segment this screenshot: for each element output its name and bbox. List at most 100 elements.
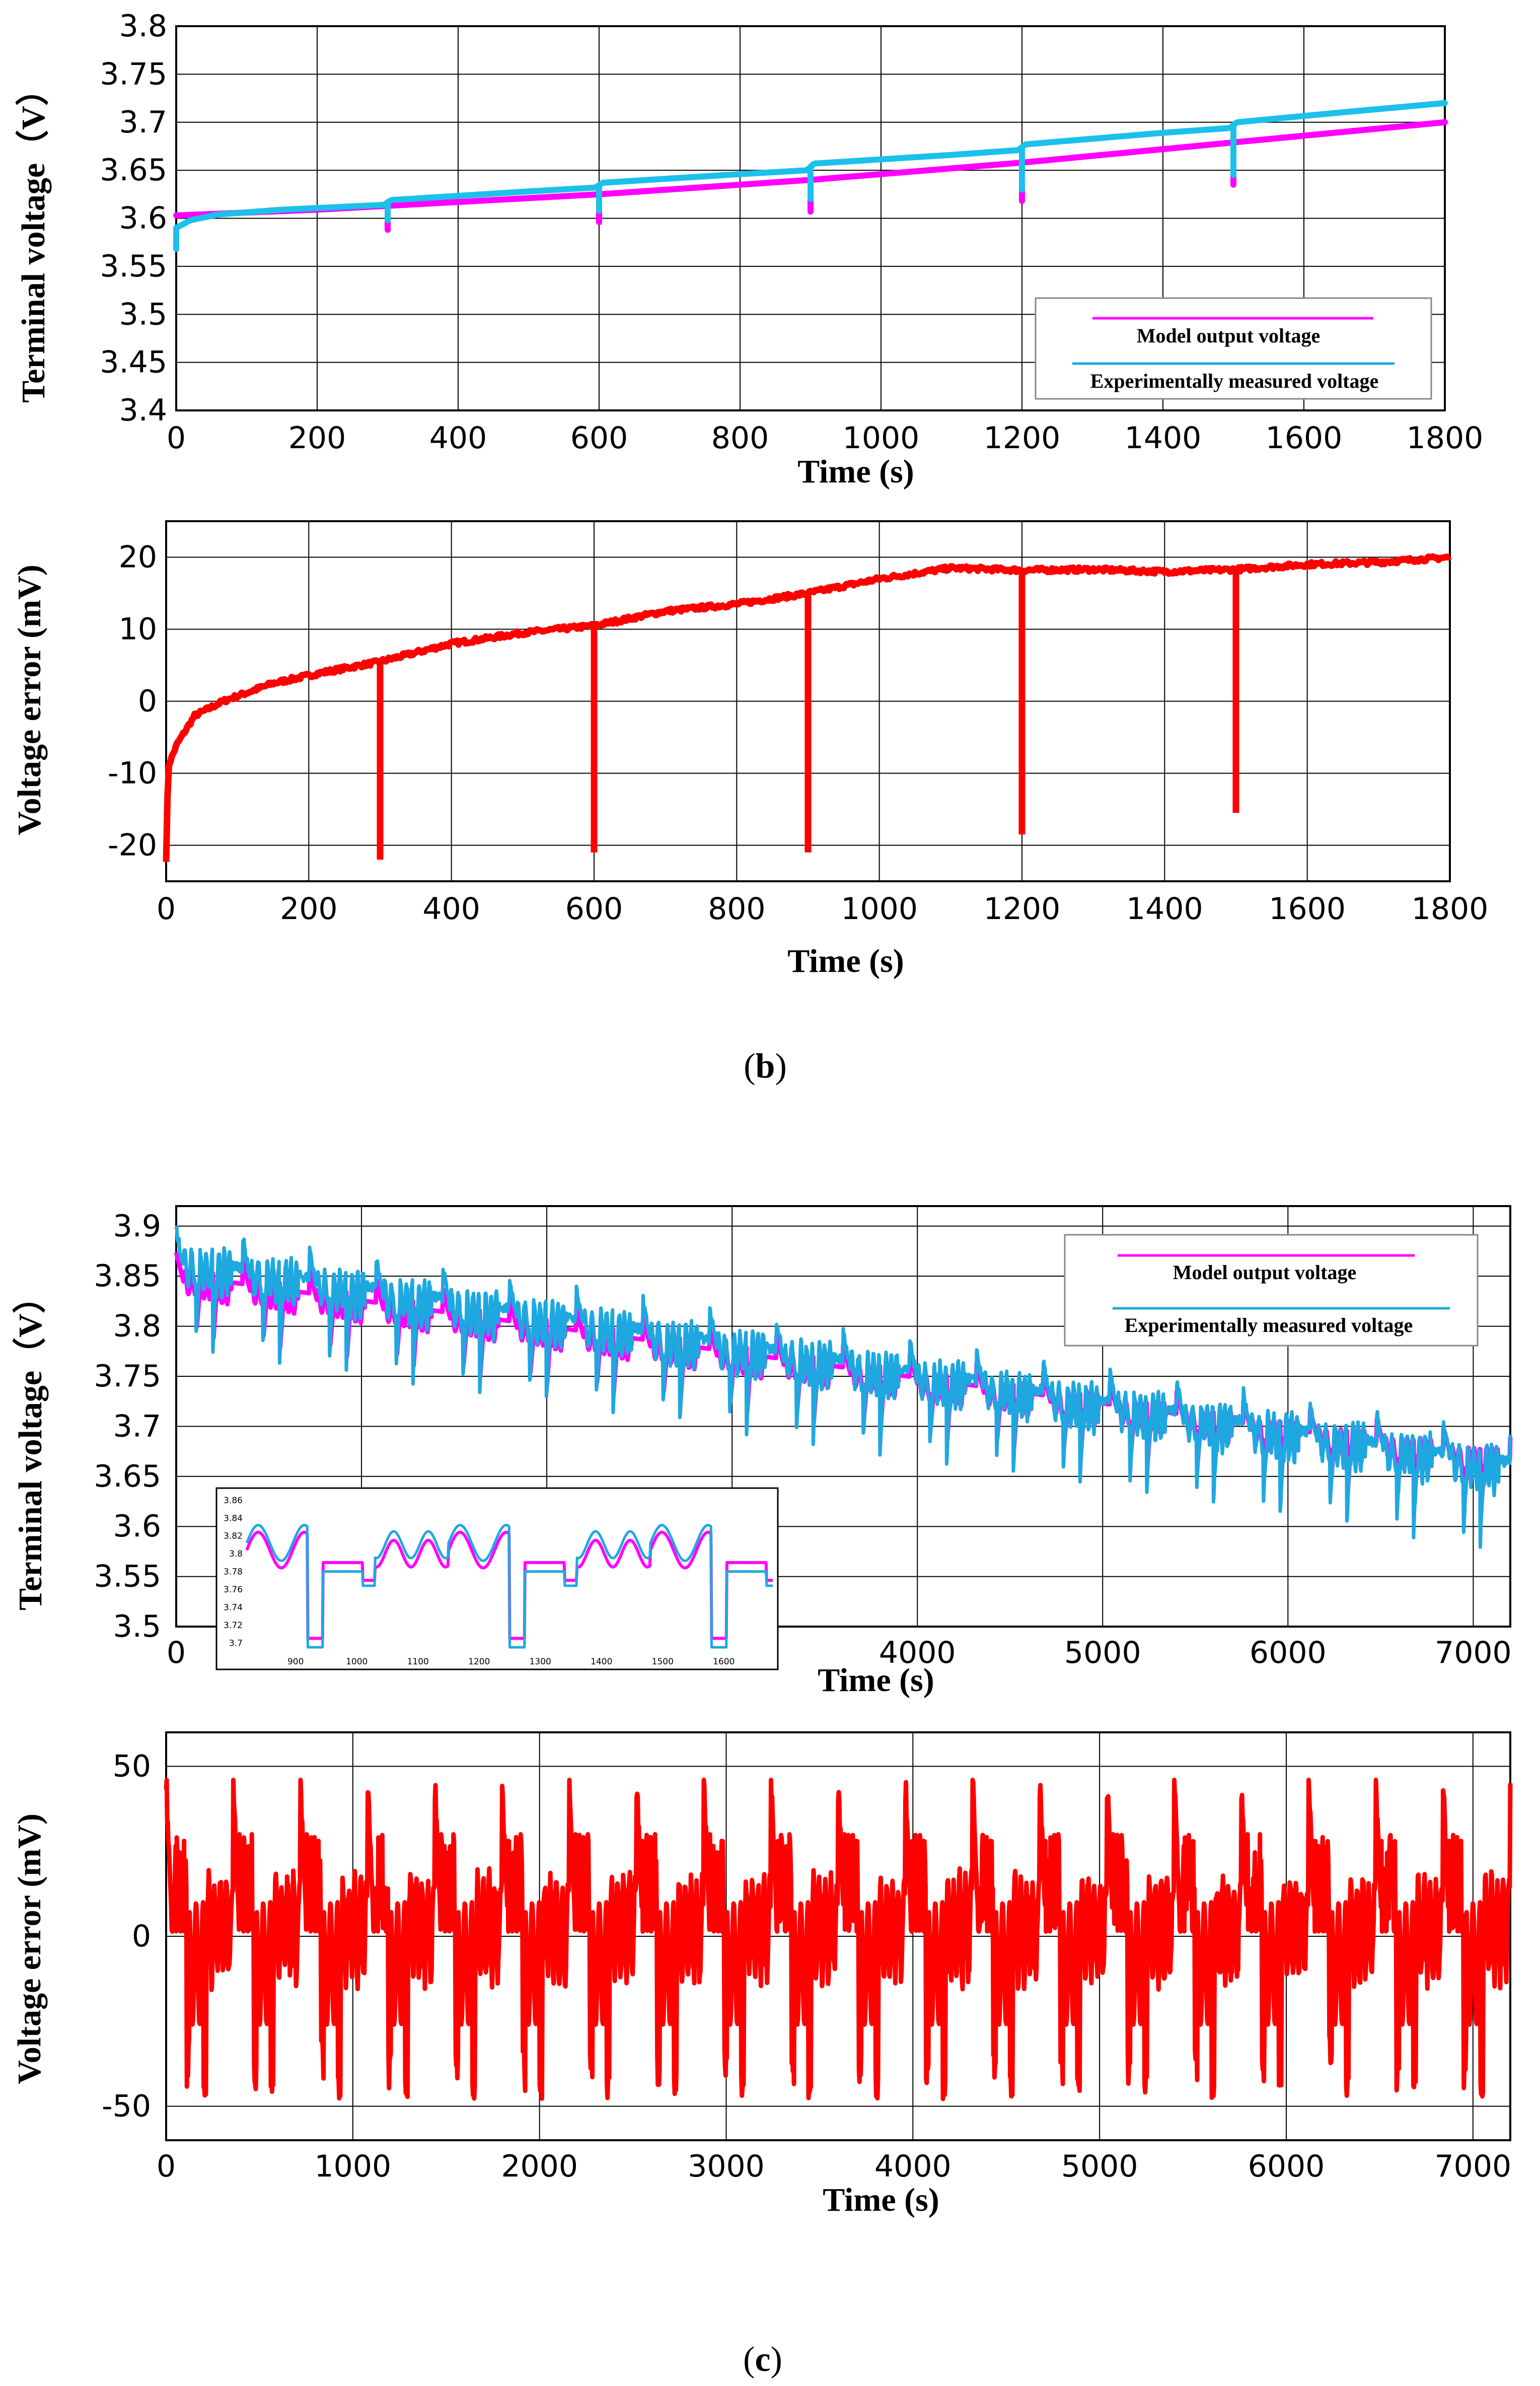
inset-x-tick-label: 1300	[530, 1657, 551, 1667]
y-tick-label: 0	[138, 684, 157, 719]
inset-x-tick-label: 1600	[713, 1657, 735, 1667]
x-tick-label: 7000	[1434, 2149, 1511, 2184]
x-tick-label: 0	[157, 891, 176, 927]
x-tick-label: 6000	[1250, 1635, 1327, 1670]
x-tick-label: 1800	[1412, 891, 1489, 927]
inset-x-tick-label: 1100	[407, 1657, 429, 1667]
legend-label-measured: Experimentally measured voltage	[1125, 1314, 1413, 1337]
x-tick-label: 1400	[1126, 891, 1203, 927]
y-tick-label: 3.7	[119, 105, 167, 140]
y-tick-label: 3.7	[113, 1409, 161, 1444]
caption-b: (b)	[744, 1047, 787, 1086]
y-tick-label: -50	[102, 2089, 151, 2124]
inset-x-tick-label: 1400	[591, 1657, 612, 1667]
series-voltage-error	[164, 1778, 1513, 2101]
x-tick-label: 1800	[1407, 420, 1484, 456]
x-axis-label: Time (s)	[797, 453, 914, 490]
y-tick-label: -10	[108, 756, 157, 791]
y-tick-label: 3.55	[100, 249, 167, 284]
y-tick-label: 0	[132, 1919, 151, 1954]
inset-x-tick-label: 1500	[652, 1657, 674, 1667]
x-tick-label: 1400	[1125, 420, 1202, 456]
y-tick-label: 10	[119, 612, 157, 647]
inset-series-measured	[245, 1524, 774, 1649]
y-axis-label: Voltage error (mV)	[11, 565, 48, 835]
chart-c-terminal-voltage: 0 4000 5000 6000 7000 3.5 3.55 3.6 3.65 3.7 3.75 3.…	[12, 1205, 1513, 1699]
x-tick-label: 0	[167, 1635, 186, 1670]
legend-box	[1064, 1234, 1479, 1347]
y-tick-label: 3.4	[119, 393, 167, 428]
y-axis-label: Voltage error (mV)	[11, 1813, 48, 2084]
x-axis-label: Time (s)	[823, 2182, 939, 2218]
x-tick-label: 400	[429, 420, 487, 456]
legend: Model output voltage Experimentally meas…	[1064, 1234, 1479, 1347]
zoom-inset: 900 1000 1100 1200 1300 1400 1500 1600 3.7 3.72 3.…	[215, 1487, 779, 1670]
inset-y-tick-label: 3.72	[224, 1621, 243, 1631]
x-axis-label: Time (s)	[818, 1662, 934, 1699]
y-axis-label: Terminal voltage（V）	[12, 1280, 49, 1610]
x-tick-label: 1600	[1269, 891, 1346, 927]
inset-y-tick-label: 3.76	[224, 1585, 243, 1595]
inset-y-tick-label: 3.84	[224, 1513, 243, 1523]
inset-frame	[215, 1487, 779, 1670]
legend-box	[1035, 297, 1432, 400]
inset-x-tick-label: 1000	[346, 1657, 368, 1667]
inset-y-tick-label: 3.82	[224, 1531, 243, 1541]
series-measured-voltage	[174, 1225, 1512, 1549]
y-tick-label: 3.75	[100, 56, 167, 92]
x-tick-label: 5000	[1064, 1635, 1141, 1670]
x-tick-label: 0	[157, 2149, 176, 2184]
x-tick-label: 200	[280, 891, 338, 927]
x-tick-label: 600	[565, 891, 623, 927]
x-axis-label: Time (s)	[787, 943, 904, 979]
x-tick-label: 0	[167, 420, 186, 456]
y-tick-label: 3.8	[113, 1309, 161, 1344]
x-tick-label: 1000	[314, 2149, 391, 2184]
legend: Model output voltage Experimentally meas…	[1035, 297, 1432, 400]
x-tick-label: 800	[711, 420, 769, 456]
x-tick-label: 800	[708, 891, 766, 927]
x-tick-label: 400	[422, 891, 480, 927]
legend-label-measured: Experimentally measured voltage	[1090, 370, 1379, 392]
caption-c: (c)	[743, 2340, 782, 2379]
y-tick-label: 3.8	[119, 9, 167, 44]
x-tick-label: 7000	[1435, 1635, 1512, 1670]
y-tick-label: 3.65	[100, 153, 167, 188]
y-tick-label: 3.9	[113, 1209, 161, 1244]
y-tick-label: 3.85	[94, 1258, 161, 1294]
y-tick-label: 20	[119, 540, 157, 575]
inset-x-tick-label: 1200	[468, 1657, 490, 1667]
x-tick-label: 1000	[843, 420, 920, 456]
x-tick-label: 600	[570, 420, 628, 456]
inset-y-tick-label: 3.7	[229, 1638, 243, 1648]
inset-y-tick-label: 3.86	[224, 1496, 243, 1506]
y-tick-label: 50	[113, 1749, 151, 1784]
x-tick-label: 6000	[1248, 2149, 1325, 2184]
x-tick-label: 1200	[984, 891, 1061, 927]
y-tick-label: 3.5	[119, 297, 167, 332]
inset-y-tick-label: 3.8	[229, 1549, 243, 1559]
inset-y-tick-label: 3.74	[224, 1602, 243, 1612]
x-tick-label: 4000	[874, 2149, 951, 2184]
y-tick-label: -20	[108, 828, 157, 863]
inset-x-tick-label: 900	[287, 1657, 304, 1667]
chart-b-terminal-voltage: 0 200 400 600 800 1000 1200 1400 1600 1800 3.4 3.45…	[15, 9, 1483, 490]
y-tick-label: 3.45	[100, 345, 167, 380]
chart-b-voltage-error: 0 200 400 600 800 1000 1200 1400 1600 1800 -20 -10 0…	[11, 520, 1489, 979]
legend-label-model: Model output voltage	[1137, 324, 1320, 347]
x-tick-label: 200	[288, 420, 346, 456]
y-tick-label: 3.6	[113, 1509, 161, 1544]
y-tick-label: 3.55	[94, 1559, 161, 1594]
x-tick-label: 4000	[879, 1635, 956, 1670]
x-tick-label: 2000	[501, 2149, 578, 2184]
legend-label-model: Model output voltage	[1173, 1261, 1356, 1284]
y-tick-label: 3.5	[113, 1609, 161, 1644]
x-tick-label: 1600	[1266, 420, 1343, 456]
y-axis-label: Terminal voltage（V）	[15, 73, 52, 403]
x-tick-label: 5000	[1061, 2149, 1138, 2184]
inset-y-tick-label: 3.78	[224, 1567, 243, 1577]
x-tick-label: 1200	[984, 420, 1061, 456]
x-tick-label: 1000	[841, 891, 918, 927]
